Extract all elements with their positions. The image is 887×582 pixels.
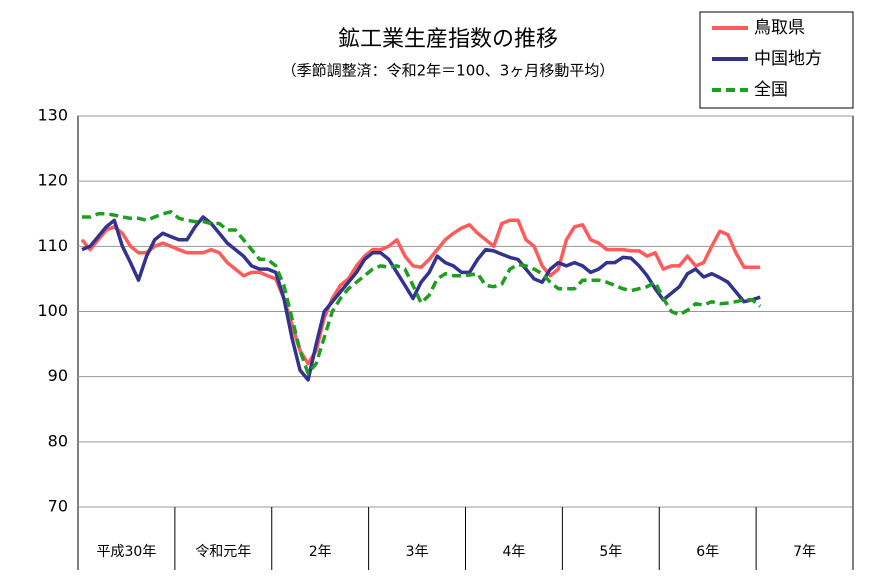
legend-label: 全国 (754, 80, 788, 100)
line-series (81, 215, 761, 382)
y-tick-label: 130 (37, 106, 68, 125)
legend-label: 鳥取県 (754, 18, 805, 38)
y-tick-label: 120 (37, 171, 68, 190)
x-group-label: 平成30年 (97, 544, 157, 560)
x-group-label: 7年 (793, 544, 816, 560)
y-tick-label: 110 (37, 236, 68, 255)
x-group-label: 令和元年 (195, 544, 251, 560)
x-group-label: 5年 (599, 544, 622, 560)
chart-subtitle: （季節調整済：令和2年＝100、3ヶ月移動平均） (282, 62, 615, 80)
x-group-label: 4年 (502, 544, 525, 560)
y-tick-label: 100 (37, 301, 68, 320)
y-tick-label: 70 (48, 497, 68, 516)
line-series (82, 210, 762, 376)
legend-label: 中国地方 (754, 49, 822, 69)
line-series (80, 218, 761, 366)
y-tick-label: 90 (48, 366, 68, 385)
y-tick-label: 80 (48, 431, 68, 450)
x-group-label: 6年 (696, 544, 719, 560)
x-group-label: 2年 (309, 544, 332, 560)
chart-title: 鉱工業生産指数の推移 (338, 27, 558, 52)
x-group-label: 3年 (406, 544, 429, 560)
